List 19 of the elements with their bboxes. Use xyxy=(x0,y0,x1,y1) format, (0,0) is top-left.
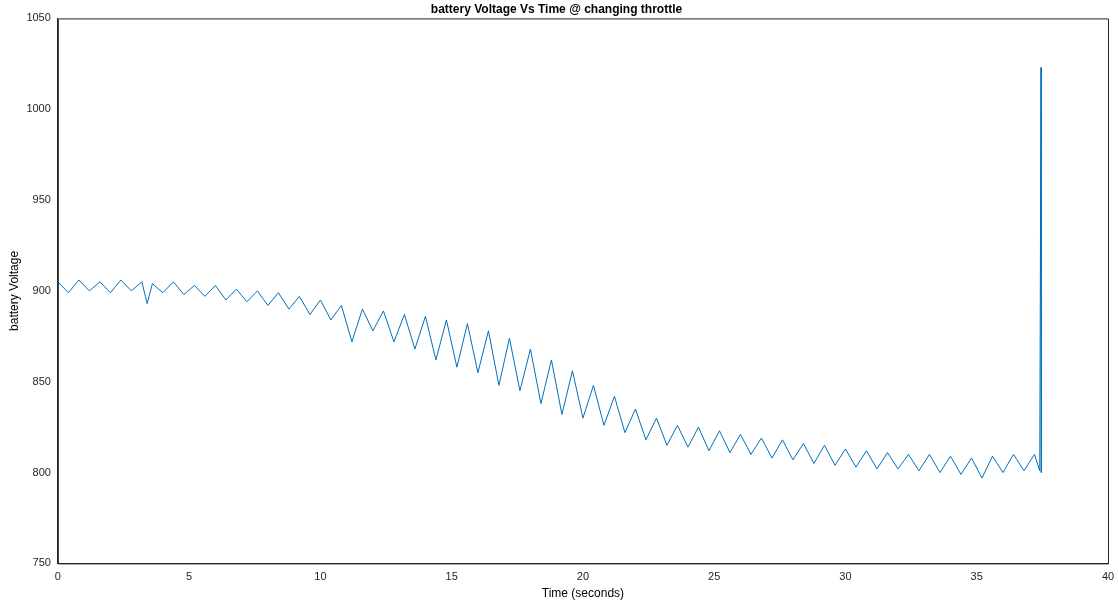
x-tick-label: 10 xyxy=(314,570,327,583)
y-tick-label: 1050 xyxy=(26,11,51,24)
y-tick-label: 900 xyxy=(32,283,51,296)
x-tick-label: 30 xyxy=(839,570,852,583)
x-tick-label: 0 xyxy=(54,570,61,583)
x-tick-label: 15 xyxy=(445,570,458,583)
y-tick-label: 950 xyxy=(32,193,51,206)
x-tick-label: 5 xyxy=(186,570,193,583)
x-axis-title: Time (seconds) xyxy=(541,586,625,601)
x-tick-label: 40 xyxy=(1101,570,1115,583)
y-axis-title: battery Voltage xyxy=(6,250,21,331)
y-tick-label: 1000 xyxy=(26,102,51,115)
y-tick-label: 850 xyxy=(32,374,51,387)
chart-title: battery Voltage Vs Time @ changing throttle xyxy=(430,1,683,16)
y-tick-label: 800 xyxy=(32,465,51,478)
y-tick-label: 750 xyxy=(32,556,51,569)
x-tick-label: 20 xyxy=(576,570,590,583)
x-tick-label: 25 xyxy=(708,570,721,583)
x-tick-label: 35 xyxy=(970,570,983,583)
